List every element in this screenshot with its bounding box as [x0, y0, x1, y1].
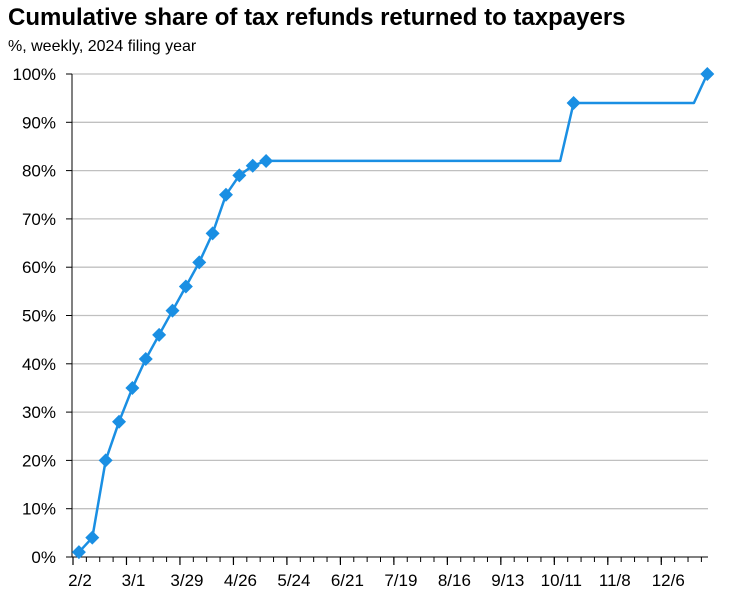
data-point-marker [138, 351, 153, 366]
x-tick-label: 3/1 [122, 571, 146, 590]
series-layer [71, 67, 715, 560]
y-tick-label: 20% [22, 451, 56, 470]
data-point-marker [566, 95, 581, 110]
x-tick-label: 10/11 [541, 571, 582, 590]
data-point-marker [178, 279, 193, 294]
data-point-marker [112, 414, 127, 429]
data-point-marker [85, 530, 100, 545]
data-point-marker [125, 380, 140, 395]
y-tick-label: 90% [22, 113, 56, 132]
x-tick-label: 12/6 [652, 571, 685, 590]
y-tick-label: 30% [22, 403, 56, 422]
data-point-marker [71, 545, 86, 560]
x-tick-label: 2/2 [68, 571, 92, 590]
data-point-marker [245, 158, 260, 173]
y-tick-label: 10% [22, 500, 56, 519]
data-point-marker [98, 453, 113, 468]
gridlines [72, 73, 708, 510]
y-tick-label: 80% [22, 162, 56, 181]
data-point-marker [192, 255, 207, 270]
data-point-marker [165, 303, 180, 318]
data-point-marker [152, 327, 167, 342]
y-tick-label: 40% [22, 355, 56, 374]
data-point-marker [218, 187, 233, 202]
x-tick-label: 11/8 [599, 571, 631, 590]
data-point-marker [700, 67, 715, 81]
data-point-marker [205, 226, 220, 241]
x-tick-label: 8/16 [438, 571, 471, 590]
x-tick-label: 3/29 [170, 571, 203, 590]
y-tick-label: 70% [22, 210, 56, 229]
chart-subtitle: %, weekly, 2024 filing year [8, 38, 197, 55]
x-tick-label: 6/21 [331, 571, 364, 590]
x-axis: 2/2 3/1 3/29 4/26 5/24 6/21 7/19 8/16 9/13 10/11 1… [68, 556, 708, 590]
data-point-marker [232, 168, 247, 183]
x-tick-label: 7/19 [384, 571, 417, 590]
x-tick-label: 9/13 [491, 571, 524, 590]
y-tick-label: 100% [13, 65, 56, 84]
chart-title: Cumulative share of tax refunds returned… [8, 4, 626, 31]
y-tick-label: 60% [22, 258, 56, 277]
y-tick-label: 0% [31, 548, 56, 567]
y-tick-label: 50% [22, 307, 56, 326]
x-tick-label: 4/26 [224, 571, 257, 590]
y-axis: 0% 10% 20% 30% 40% 50% 60% 70% 80% 90% 100% [13, 65, 73, 567]
data-point-marker [259, 153, 274, 168]
x-tick-label: 5/24 [277, 571, 310, 590]
